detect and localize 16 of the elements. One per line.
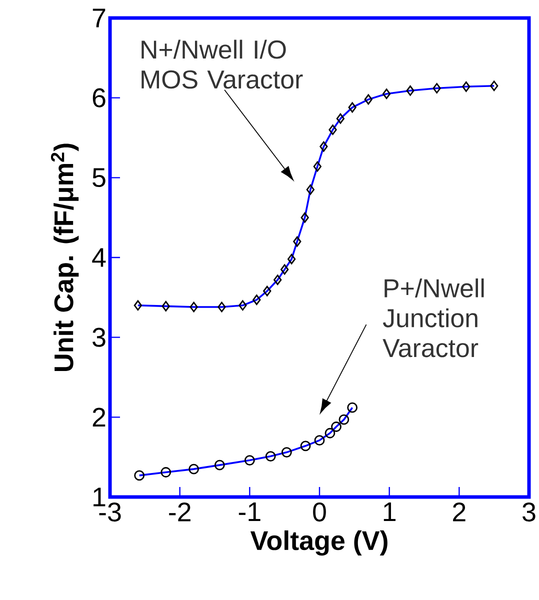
- x-tick-label: -2: [169, 502, 190, 522]
- x-tick-label: 1: [384, 502, 396, 522]
- x-axis-title: Voltage (V): [250, 530, 388, 556]
- y-tick-label: 4: [92, 248, 106, 267]
- x-tick-label: -1: [238, 502, 260, 522]
- x-tick-label: 2: [453, 502, 466, 522]
- y-tick-label: 2: [92, 408, 106, 427]
- x-tick-label: 3: [522, 502, 536, 522]
- y-tick-label: 7: [92, 8, 106, 28]
- y-axis-title: Unit Cap. (fF/μm$^{2}$): [50, 144, 79, 371]
- y-tick-label: 6: [92, 88, 106, 108]
- annotation: P+/Nwell Junction Varactor: [382, 278, 484, 358]
- y-tick-label: 5: [92, 168, 106, 188]
- annotation: N+/Nwell I/O MOS Varactor: [142, 40, 303, 89]
- y-tick-label: 3: [92, 328, 106, 347]
- x-tick-label: 0: [313, 502, 326, 522]
